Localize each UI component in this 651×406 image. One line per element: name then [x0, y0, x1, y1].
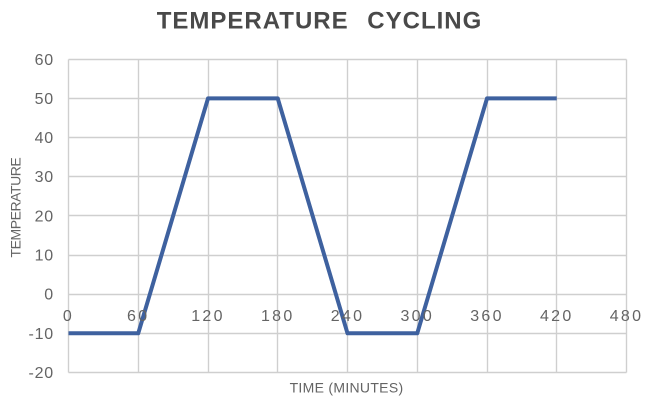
svg-text:TEMPERATURE: TEMPERATURE [8, 158, 24, 258]
svg-text:180: 180 [261, 308, 295, 325]
svg-text:60: 60 [127, 308, 149, 325]
svg-text:40: 40 [35, 130, 54, 147]
svg-text:0: 0 [44, 287, 54, 304]
svg-text:30: 30 [35, 169, 54, 186]
svg-text:20: 20 [35, 208, 54, 225]
svg-text:480: 480 [610, 308, 644, 325]
svg-text:120: 120 [191, 308, 225, 325]
svg-text:360: 360 [470, 308, 504, 325]
svg-text:60: 60 [35, 52, 54, 69]
svg-text:10: 10 [35, 248, 54, 265]
svg-text:-20: -20 [28, 365, 54, 382]
svg-text:TIME (MINUTES): TIME (MINUTES) [290, 379, 404, 395]
svg-text:50: 50 [35, 91, 54, 108]
svg-text:-10: -10 [28, 326, 54, 343]
svg-text:300: 300 [400, 308, 434, 325]
svg-text:240: 240 [331, 308, 365, 325]
svg-text:0: 0 [63, 308, 74, 325]
svg-text:TEMPERATURE CYCLING: TEMPERATURE CYCLING [157, 7, 483, 34]
svg-text:420: 420 [540, 308, 574, 325]
